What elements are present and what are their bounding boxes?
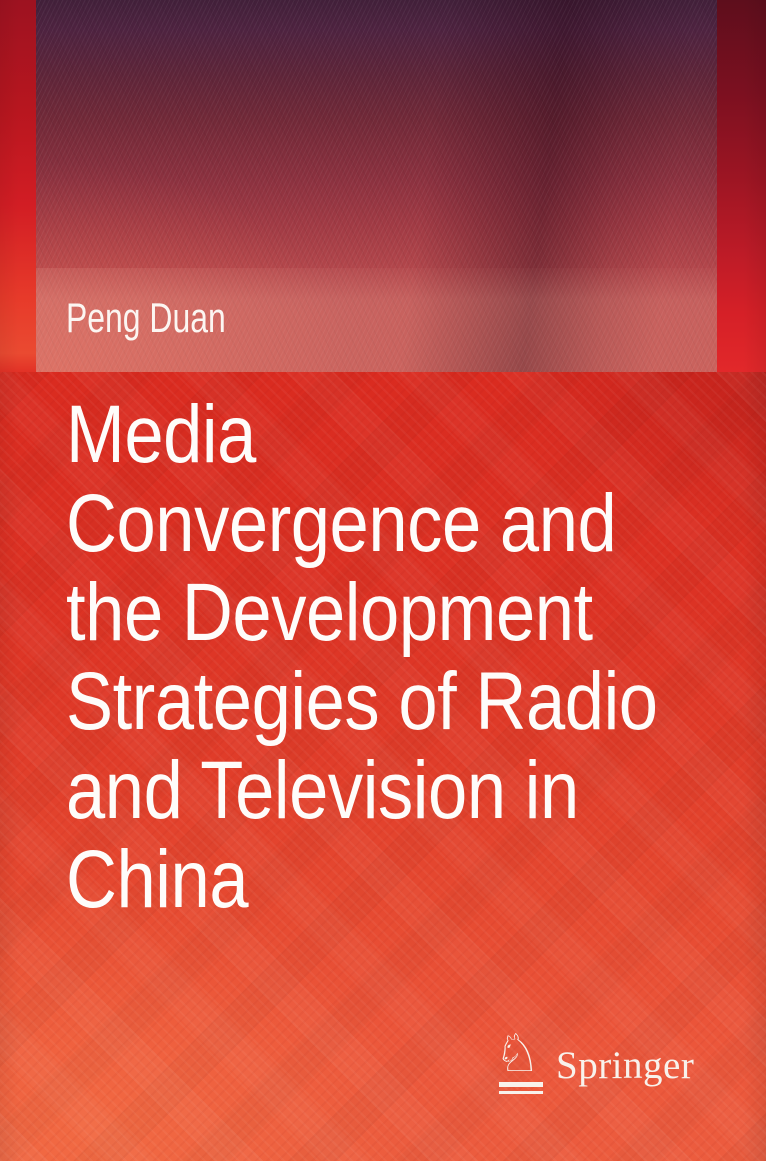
cover-top-artwork <box>0 0 766 372</box>
title-line-4: Strategies of Radio <box>66 656 658 747</box>
title-line-3: the Development <box>66 567 593 658</box>
title-line-2: Convergence and <box>66 478 617 569</box>
left-spine-strip <box>0 0 36 372</box>
author-band <box>36 268 717 372</box>
title-line-6: China <box>66 834 249 925</box>
right-spine-strip <box>717 0 766 372</box>
book-title: Media Convergence and the Development St… <box>66 390 754 924</box>
author-name: Peng Duan <box>66 294 226 341</box>
title-line-5: and Television in <box>66 745 579 836</box>
title-line-1: Media <box>66 389 256 480</box>
cover-title-panel <box>0 372 766 1161</box>
